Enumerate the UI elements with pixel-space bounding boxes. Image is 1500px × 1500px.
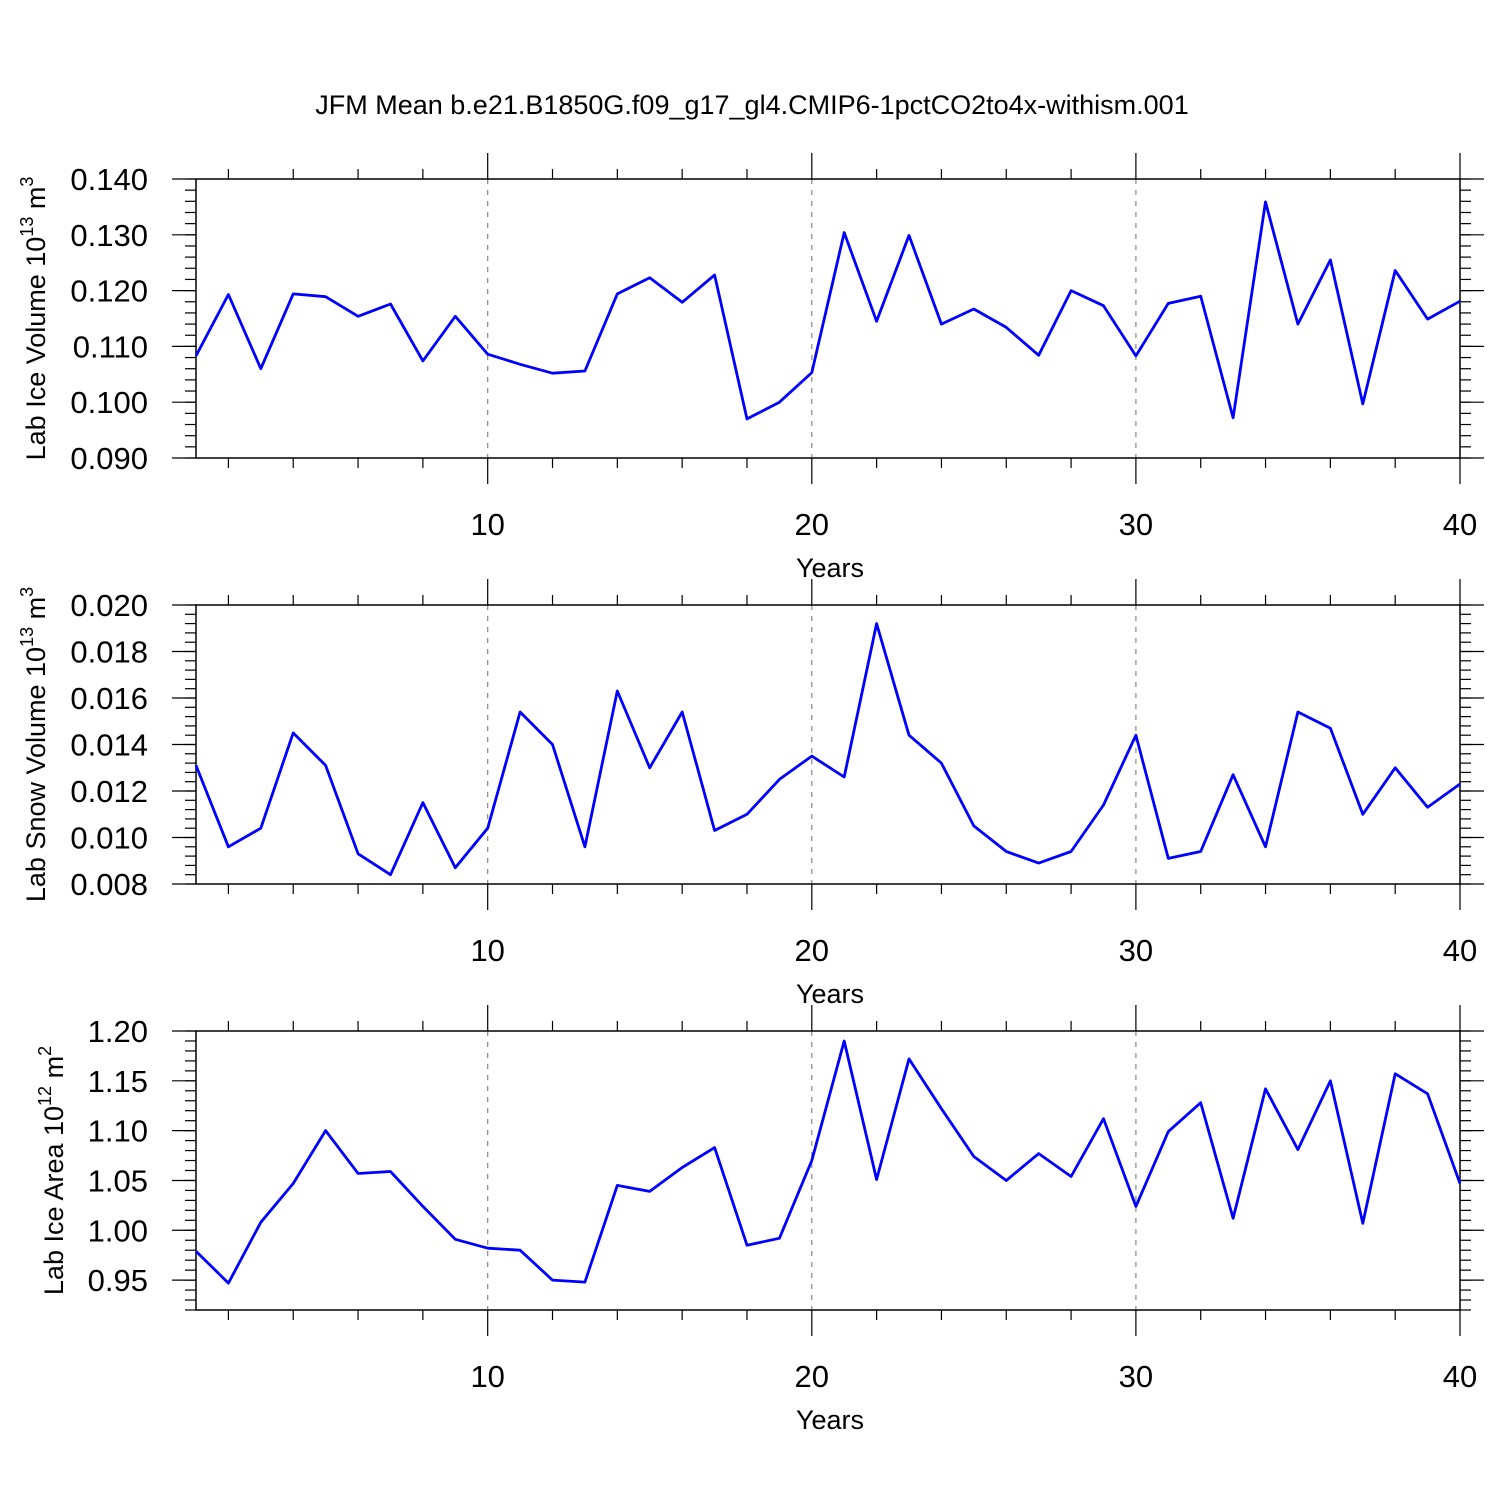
x-tick-label: 30 — [1119, 1359, 1153, 1394]
y-tick-label: 0.020 — [70, 588, 148, 623]
y-axis-label: Lab Snow Volume 1013 m3 — [17, 587, 51, 902]
series-line — [194, 622, 1461, 877]
series-line — [195, 1039, 1462, 1285]
y-tick-label: 0.100 — [70, 385, 148, 420]
x-tick-label: 40 — [1443, 933, 1477, 968]
x-axis-label: Years — [796, 1405, 864, 1435]
y-tick-label: 0.012 — [70, 774, 148, 809]
x-tick-label: 10 — [470, 933, 504, 968]
y-tick-label: 0.018 — [70, 635, 148, 670]
figure-title: JFM Mean b.e21.B1850G.f09_g17_gl4.CMIP6-… — [315, 90, 1188, 120]
x-tick-label: 20 — [795, 1359, 829, 1394]
y-tick-label: 1.10 — [88, 1114, 148, 1149]
y-tick-label: 1.15 — [88, 1064, 148, 1099]
panel-3: 10 20 30 40 0.95 1.00 1.05 1.10 1.15 1.20 Years Lab… — [35, 1005, 1484, 1435]
x-tick-label: 10 — [470, 507, 504, 542]
panel-2: 10 20 30 40 0.008 0.010 0.012 0.014 0.016 0.018 0.… — [17, 579, 1484, 1009]
y-tick-label: 1.20 — [88, 1014, 148, 1049]
y-tick-label: 1.05 — [88, 1163, 148, 1198]
y-tick-label: 0.130 — [70, 218, 148, 253]
plot-frame — [195, 178, 1461, 459]
y-tick-label: 0.110 — [73, 329, 148, 364]
y-tick-label: 0.95 — [88, 1263, 148, 1298]
x-tick-label: 20 — [795, 933, 829, 968]
y-axis-label: Lab Ice Area 1012 m2 — [35, 1046, 69, 1295]
x-axis-label: Years — [796, 979, 864, 1009]
y-tick-label: 0.120 — [70, 274, 148, 309]
x-axis-label: Years — [796, 553, 864, 583]
x-tick-label: 30 — [1119, 933, 1153, 968]
panel-1: 10 20 30 40 0.090 0.100 0.110 0.120 0.130 0.140 Ye… — [17, 153, 1484, 583]
x-tick-label: 20 — [795, 507, 829, 542]
y-axis-label: Lab Ice Volume 1013 m3 — [17, 177, 51, 461]
x-tick-label: 40 — [1443, 507, 1477, 542]
y-tick-label: 0.010 — [70, 821, 148, 856]
y-tick-label: 0.140 — [70, 162, 148, 197]
y-tick-label: 0.090 — [70, 441, 148, 476]
plot-frame — [195, 1030, 1461, 1311]
x-tick-label: 30 — [1119, 507, 1153, 542]
x-tick-label: 10 — [470, 1359, 504, 1394]
y-tick-label: 0.016 — [70, 681, 148, 716]
x-tick-label: 40 — [1443, 1359, 1477, 1394]
series-line — [194, 200, 1461, 421]
y-tick-label: 0.008 — [70, 867, 148, 902]
y-tick-label: 0.014 — [70, 728, 148, 763]
plot-frame — [195, 604, 1461, 885]
y-tick-label: 1.00 — [88, 1213, 148, 1248]
